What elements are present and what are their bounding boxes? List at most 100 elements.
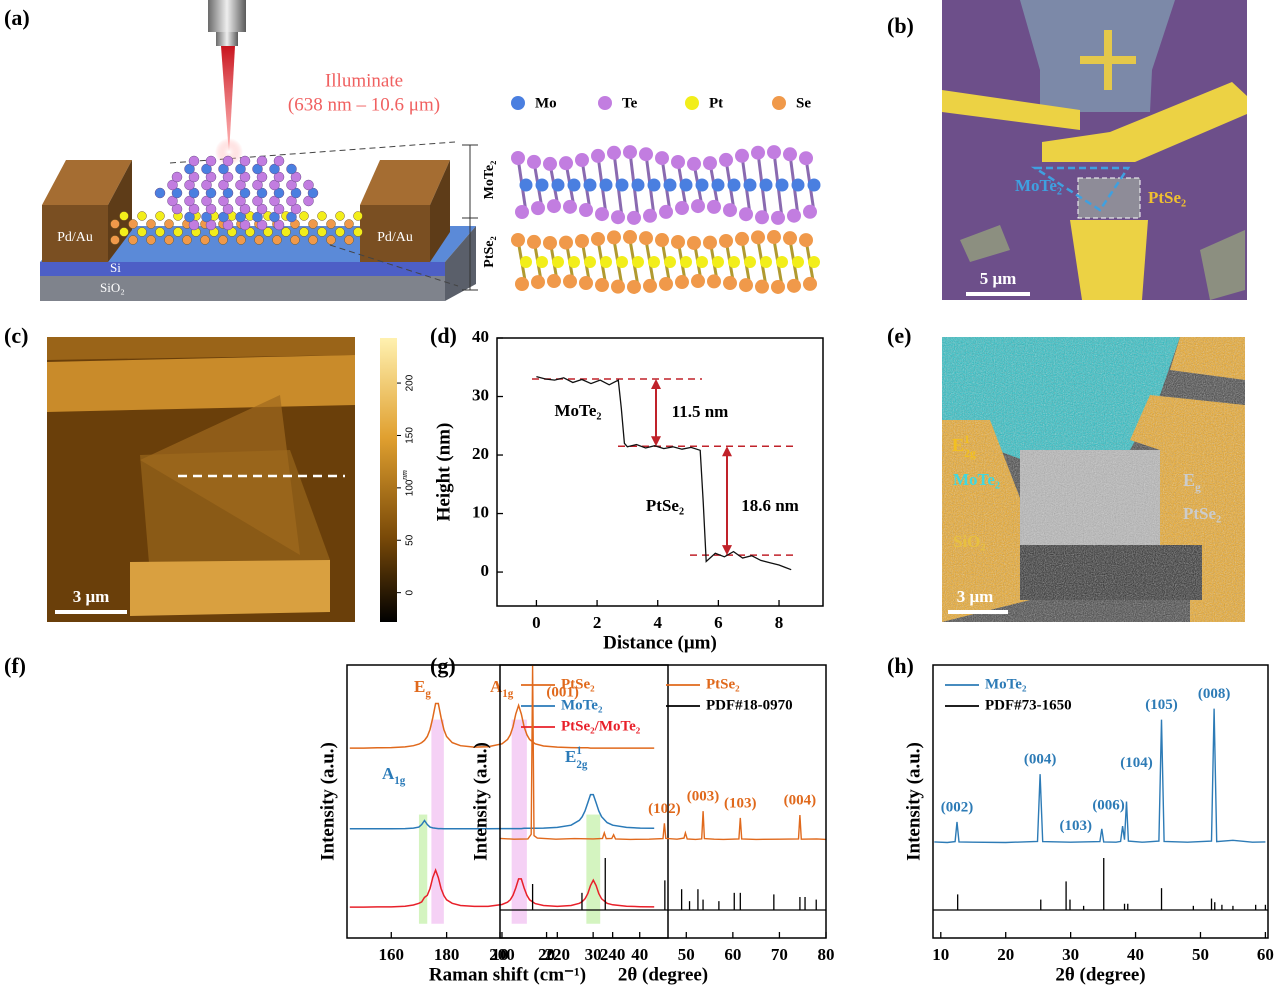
atom: [627, 210, 641, 225]
atom: [568, 256, 580, 268]
atom: [775, 178, 789, 192]
layer-label: MoTe₂: [482, 161, 497, 200]
e2g-label-base: E: [952, 435, 964, 455]
sio2-label: SiO₂: [953, 532, 986, 551]
atom: [184, 211, 195, 223]
panel-a-art: [40, 0, 478, 301]
atom: [273, 219, 285, 231]
x-tick-label: 20: [997, 945, 1014, 964]
atom: [680, 256, 692, 268]
x-tick-label: 30: [585, 945, 602, 964]
plot-frame: [496, 337, 824, 607]
atom-legend-marker: [685, 96, 699, 110]
colorbar-unit: nm: [400, 470, 409, 480]
atom: [218, 195, 229, 207]
x-tick-label: 50: [678, 945, 695, 964]
atom: [286, 179, 297, 191]
profile-line: [536, 375, 792, 571]
atom: [647, 178, 661, 192]
atom: [643, 208, 657, 223]
atom: [643, 278, 657, 293]
atom: [783, 147, 797, 162]
atom: [755, 279, 769, 294]
peak-label: (006): [1092, 798, 1125, 814]
peak-label: (104): [1120, 755, 1153, 771]
panel-label: (a): [4, 5, 30, 30]
atom: [205, 203, 217, 215]
peak-label: (102): [648, 801, 681, 817]
atom: [269, 211, 280, 223]
atom: [739, 207, 753, 222]
x-tick-label: 40: [1127, 945, 1144, 964]
peak-name-base: A: [382, 764, 395, 783]
peak-label: (103): [724, 795, 757, 811]
colorbar-tick-label: 50: [405, 534, 416, 546]
peak-label: (003): [687, 788, 720, 804]
layer-label: PtSe₂: [482, 236, 497, 267]
wavelength: (638 nm – 10.6 μm): [288, 94, 440, 115]
annotation: 18.6 nm: [741, 496, 799, 515]
panel-label: (f): [4, 653, 26, 678]
atom: [205, 219, 217, 231]
atom: [317, 227, 327, 237]
y-tick-label: 20: [472, 444, 489, 463]
atom: [695, 178, 709, 192]
atom: [723, 203, 737, 218]
atom-legend-label: Mo: [535, 95, 557, 111]
y-tick-label: 0: [481, 561, 490, 580]
atom: [743, 178, 757, 192]
spectrum-line: [349, 867, 655, 908]
atom: [128, 219, 138, 229]
atom: [290, 187, 302, 199]
atom: [575, 234, 589, 249]
x-axis-label: 2θ (degree): [618, 964, 708, 985]
atom: [591, 231, 605, 246]
atom: [707, 199, 721, 214]
atom: [205, 171, 217, 183]
atom: [659, 204, 673, 219]
atom: [787, 208, 801, 223]
peak-label: (008): [1198, 686, 1231, 702]
legend-label: MoTe₂: [561, 697, 603, 713]
atom: [527, 234, 541, 249]
atom: [803, 276, 817, 291]
atom: [611, 279, 625, 294]
panel-label: (b): [887, 13, 914, 38]
atom: [252, 163, 263, 175]
x-tick-label: 180: [434, 945, 460, 964]
atom: [759, 178, 773, 192]
atom: [239, 171, 251, 183]
atom: [547, 274, 561, 289]
atom: [335, 211, 345, 221]
atom: [771, 279, 785, 294]
plot-frame: [932, 664, 1269, 939]
atom: [167, 195, 178, 207]
atom: [615, 178, 629, 192]
atom: [547, 199, 561, 214]
atom: [218, 211, 229, 223]
atom: [799, 233, 813, 248]
atom: [164, 235, 174, 245]
legend-label: PtSe₂: [706, 676, 740, 692]
eg-label-sub: g: [1195, 481, 1201, 494]
ptse2-label: PtSe₂: [1183, 504, 1221, 523]
xrd-pattern: [934, 708, 1266, 844]
atom: [623, 230, 637, 245]
atom: [531, 275, 545, 290]
y-axis-label: Intensity (a.u.): [470, 742, 491, 861]
x-tick-label: 8: [775, 613, 784, 632]
legend-label: PDF#73-1650: [985, 697, 1072, 713]
atom: [308, 219, 318, 229]
annotation: 11.5 nm: [672, 402, 729, 421]
atom: [707, 274, 721, 289]
atom: [627, 279, 641, 294]
atom: [218, 163, 229, 175]
x-tick-label: 160: [379, 945, 405, 964]
atom: [307, 187, 319, 199]
atom: [511, 151, 525, 165]
atom: [222, 219, 234, 231]
atom: [218, 235, 228, 245]
atom: [671, 234, 685, 249]
atom: [137, 227, 147, 237]
atom: [703, 235, 717, 250]
